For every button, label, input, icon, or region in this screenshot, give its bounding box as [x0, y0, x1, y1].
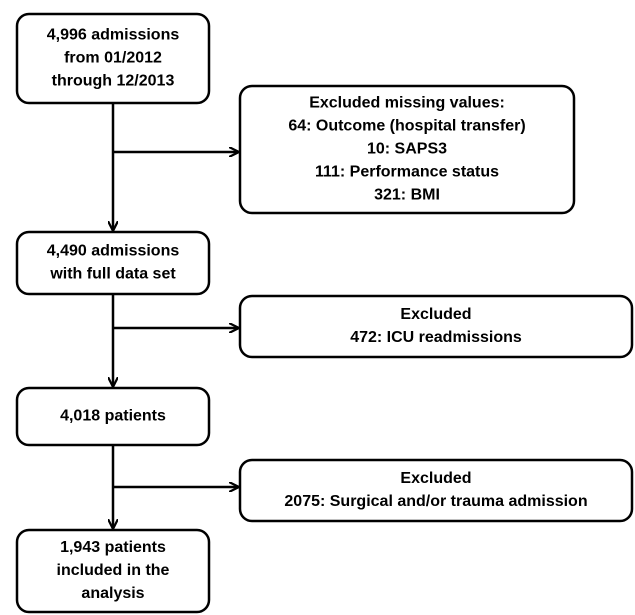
boxes: 4,996 admissions from 01/2012 through 12/2… — [15, 12, 634, 614]
box-text: 4,490 admissions — [47, 243, 180, 260]
step-box — [15, 528, 211, 614]
box-text: 472: ICU readmissions — [350, 329, 522, 346]
box-text: 321: BMI — [374, 187, 440, 204]
exclusion-box — [238, 458, 634, 523]
box-text: 10: SAPS3 — [367, 141, 447, 158]
box-text: from 01/2012 — [64, 50, 162, 67]
step-box — [15, 230, 211, 296]
box-text: Excluded — [400, 470, 471, 487]
connectors — [113, 103, 238, 528]
box-text: analysis — [81, 585, 144, 602]
box-text: Excluded missing values: — [309, 95, 505, 112]
step-box — [15, 12, 211, 105]
box-text: Excluded — [400, 306, 471, 323]
box-text: through 12/2013 — [52, 73, 175, 90]
box-text: with full data set — [49, 266, 176, 283]
box-text: included in the — [57, 562, 170, 579]
box-text: 4,996 admissions — [47, 27, 180, 44]
exclusion-box — [238, 84, 576, 215]
box-text: 64: Outcome (hospital transfer) — [288, 118, 525, 135]
box-text: 4,018 patients — [60, 408, 166, 425]
box-text: 111: Performance status — [315, 164, 499, 181]
box-text: 2075: Surgical and/or trauma admission — [284, 493, 587, 510]
box-text: 1,943 patients — [60, 539, 166, 556]
step-box — [15, 386, 211, 447]
exclusion-box — [238, 294, 634, 359]
